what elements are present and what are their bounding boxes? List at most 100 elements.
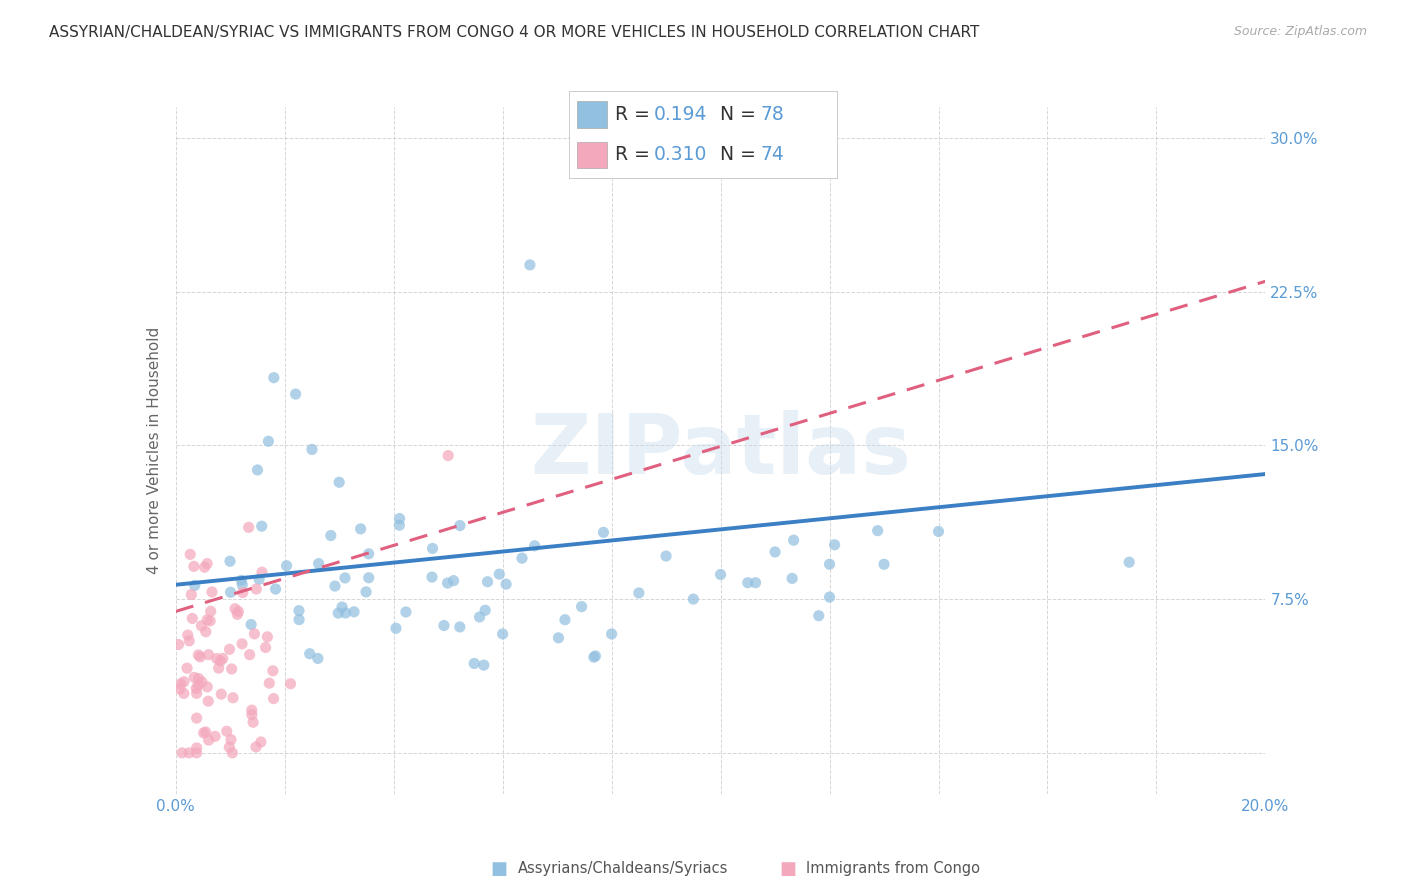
Point (264, 582, 287, 596)
Point (246, 463, 269, 477)
Point (436, 576, 458, 591)
Point (449, 518, 471, 533)
Bar (578, 102, 607, 128)
Point (169, 681, 191, 696)
Point (763, 545, 786, 559)
Point (276, 558, 298, 573)
Point (190, 619, 212, 633)
Point (222, 690, 245, 705)
Point (307, 651, 329, 665)
Point (219, 585, 242, 599)
Point (357, 571, 380, 585)
Point (186, 741, 208, 756)
Point (191, 674, 214, 689)
Point (247, 572, 270, 586)
Point (422, 541, 444, 556)
Text: Source: ZipAtlas.com: Source: ZipAtlas.com (1233, 25, 1367, 38)
Point (600, 627, 623, 641)
Point (301, 442, 323, 457)
Point (183, 578, 205, 592)
Point (194, 624, 217, 639)
Point (187, 672, 209, 686)
Point (333, 571, 356, 585)
Point (221, 662, 243, 676)
Point (173, 686, 195, 700)
Text: ZIPatlas: ZIPatlas (530, 410, 911, 491)
Point (180, 588, 202, 602)
Point (328, 606, 350, 620)
Point (328, 475, 350, 490)
Point (350, 522, 373, 536)
Text: ■: ■ (491, 860, 508, 878)
Point (232, 585, 254, 599)
Point (245, 582, 267, 596)
Point (472, 658, 495, 673)
Point (263, 691, 285, 706)
Point (288, 604, 311, 618)
Point (187, 648, 209, 662)
Point (245, 739, 267, 754)
Point (443, 574, 465, 588)
Point (257, 434, 280, 449)
Point (519, 258, 541, 272)
Point (209, 654, 232, 668)
Point (928, 524, 950, 539)
Point (224, 601, 246, 615)
Point (477, 574, 499, 589)
Point (187, 678, 209, 692)
Point (195, 557, 218, 571)
Point (818, 590, 841, 604)
Point (221, 746, 243, 760)
Point (254, 640, 277, 655)
Point (194, 725, 217, 739)
Point (468, 610, 491, 624)
Point (256, 630, 278, 644)
Text: 78: 78 (761, 105, 785, 124)
Point (176, 661, 198, 675)
Point (818, 558, 841, 572)
Point (495, 577, 517, 591)
Point (343, 605, 366, 619)
Point (627, 586, 650, 600)
Point (239, 648, 262, 662)
Point (449, 620, 471, 634)
Point (205, 651, 228, 665)
Point (186, 746, 208, 760)
Point (186, 681, 208, 696)
Point (211, 651, 233, 665)
Point (219, 732, 242, 747)
Point (173, 674, 195, 689)
Point (737, 575, 759, 590)
Text: 74: 74 (761, 145, 785, 164)
Text: N =: N = (720, 145, 762, 164)
Point (179, 746, 201, 760)
Point (170, 746, 193, 760)
Point (259, 676, 281, 690)
Point (218, 740, 240, 755)
Point (195, 613, 218, 627)
Point (193, 726, 215, 740)
Point (170, 677, 193, 691)
Point (181, 611, 204, 625)
Point (330, 600, 353, 615)
Point (250, 519, 273, 533)
Point (488, 567, 510, 582)
Point (218, 642, 240, 657)
Point (209, 687, 232, 701)
Point (231, 574, 253, 588)
Text: 0.194: 0.194 (654, 105, 707, 124)
Point (308, 557, 330, 571)
Point (200, 604, 222, 618)
Point (354, 585, 377, 599)
Point (463, 657, 485, 671)
Text: R =: R = (614, 145, 655, 164)
Point (240, 617, 263, 632)
Point (194, 560, 217, 574)
Point (433, 618, 456, 632)
Point (243, 627, 266, 641)
Point (183, 559, 205, 574)
Point (242, 715, 264, 730)
Point (240, 703, 263, 717)
Point (197, 648, 219, 662)
Point (238, 520, 260, 534)
